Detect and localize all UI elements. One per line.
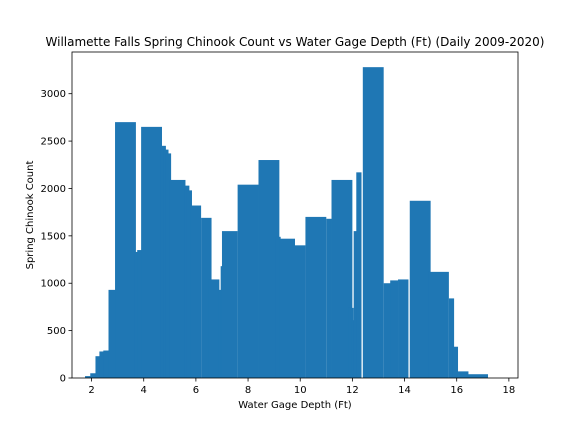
bar-33 — [356, 172, 362, 378]
y-tick-label: 500 — [47, 326, 66, 337]
bar-8 — [137, 250, 143, 378]
bar-6 — [115, 122, 136, 378]
y-tick-label: 3000 — [41, 89, 66, 100]
bar-4 — [103, 350, 112, 378]
bar-39 — [428, 271, 449, 378]
bar-12 — [165, 153, 172, 378]
bar-23 — [258, 160, 280, 378]
bar-40 — [448, 298, 455, 378]
bar-18 — [208, 279, 220, 378]
bar-1 — [90, 373, 99, 378]
bar-41 — [452, 346, 459, 378]
bar-0 — [85, 376, 93, 378]
y-tick-label: 0 — [60, 374, 66, 385]
y-tick-label: 1000 — [41, 279, 66, 290]
x-tick-label: 10 — [294, 385, 307, 396]
bar-26 — [295, 245, 306, 378]
bar-5 — [108, 289, 117, 378]
x-tick-label: 6 — [193, 385, 199, 396]
x-tick-label: 16 — [450, 385, 463, 396]
x-tick-label: 18 — [503, 385, 516, 396]
bar-32 — [353, 231, 359, 378]
bar-25 — [279, 238, 295, 378]
bar-2 — [95, 356, 104, 378]
y-tick-label: 1500 — [41, 231, 66, 242]
plot-frame — [71, 51, 519, 379]
bar-38 — [409, 200, 431, 378]
bar-29 — [331, 179, 353, 378]
bar-17 — [201, 217, 212, 378]
x-tick-label: 12 — [346, 385, 359, 396]
bar-43 — [467, 374, 489, 378]
bar-42 — [458, 371, 469, 378]
chart-title: Willamette Falls Spring Chinook Count vs… — [46, 35, 545, 49]
bar-22 — [237, 184, 259, 378]
x-axis-label: Water Gage Depth (Ft) — [238, 400, 352, 411]
bars-group — [85, 67, 489, 379]
y-axis-label: Spring Chinook Count — [25, 161, 36, 270]
bar-13 — [169, 179, 186, 378]
x-axis: 2 4 6 8 10 12 14 16 18 — [88, 378, 515, 396]
bar-34 — [362, 67, 384, 378]
bar-28 — [326, 218, 332, 378]
y-tick-label: 2500 — [41, 137, 66, 148]
y-axis: 0 500 1000 1500 2000 2500 3000 — [41, 89, 72, 385]
x-tick-label: 2 — [88, 385, 94, 396]
x-tick-label: 14 — [398, 385, 411, 396]
bar-27 — [305, 216, 327, 378]
x-tick-label: 4 — [141, 385, 147, 396]
bar-36 — [390, 280, 399, 378]
bar-35 — [383, 283, 392, 378]
y-tick-label: 2000 — [41, 184, 66, 195]
bar-37 — [398, 279, 409, 378]
bar-21 — [221, 231, 238, 378]
bar-9 — [141, 126, 162, 379]
bar-15 — [186, 190, 192, 378]
bar-24 — [275, 236, 281, 378]
x-tick-label: 8 — [245, 385, 251, 396]
bar-16 — [190, 205, 202, 378]
